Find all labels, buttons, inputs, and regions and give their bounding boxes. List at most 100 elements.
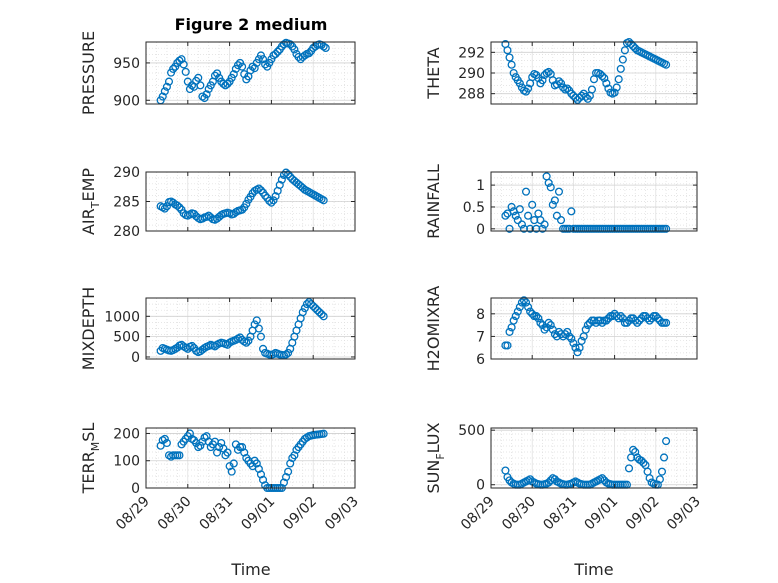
data-point (511, 312, 520, 321)
data-point (517, 220, 526, 229)
axes-box (490, 171, 698, 232)
data-point (600, 74, 609, 83)
data-point (583, 321, 592, 330)
y-tick-label: 500 (458, 423, 485, 439)
data-point (507, 60, 516, 69)
data-point (190, 209, 199, 218)
data-point (659, 453, 669, 462)
data-point (563, 84, 572, 93)
data-point (277, 175, 286, 184)
data-point (538, 224, 547, 233)
data-point (196, 81, 205, 90)
data-point (604, 314, 613, 323)
subplot-rainfall: 0 0.5 1 RAINFALL (424, 164, 698, 239)
data-point (169, 64, 178, 73)
data-point (561, 330, 570, 339)
data-point (175, 451, 184, 460)
data-point (281, 168, 291, 177)
data-point (645, 316, 654, 325)
data-point (624, 464, 634, 473)
y-axis-label: SUNFLUX (424, 422, 447, 493)
axes-box (145, 427, 356, 489)
y-tick-label: 0 (476, 222, 485, 238)
data-point (662, 437, 671, 446)
data-point (513, 307, 522, 316)
data-point (300, 51, 309, 60)
x-axis-label-right: Time (573, 560, 613, 579)
data-point (304, 49, 314, 58)
data-point (240, 70, 249, 79)
data-point (540, 325, 549, 334)
data-point (307, 300, 316, 309)
data-point (196, 441, 205, 450)
data-point (627, 40, 636, 49)
data-point (544, 318, 553, 327)
data-point (254, 324, 263, 333)
data-point (662, 318, 671, 327)
data-point (573, 95, 582, 104)
data-point (213, 69, 222, 78)
data-point (577, 91, 586, 100)
data-point (546, 321, 555, 330)
data-point (261, 60, 270, 69)
data-point (267, 198, 276, 207)
data-point (271, 49, 280, 59)
data-point (569, 339, 578, 348)
figure-title: Figure 2 medium (175, 15, 328, 34)
data-point (160, 204, 169, 213)
y-tick-label: 0 (131, 350, 140, 366)
data-point (622, 318, 632, 327)
data-point (653, 314, 662, 323)
y-tick-label: 100 (113, 454, 140, 470)
y-tick-label: 950 (113, 56, 140, 72)
data-point (509, 316, 518, 325)
data-point (602, 79, 611, 88)
subplot-air: 280 285 290 AIRTEMP (79, 165, 356, 240)
data-point (175, 203, 184, 212)
data-point (503, 341, 512, 350)
y-axis-label: H2OMIXRA (424, 286, 443, 372)
y-axis-label: MIXDEPTH (79, 287, 98, 370)
y-tick-label: 292 (458, 45, 485, 61)
data-point (281, 350, 291, 359)
data-point (313, 306, 322, 315)
data-point (631, 447, 640, 457)
data-point (319, 429, 328, 438)
subplot-h2omixra: 6 7 8 H2OMIXRA (424, 286, 698, 372)
data-point (311, 304, 320, 313)
data-point (223, 79, 232, 88)
data-point (256, 186, 266, 195)
data-point (629, 445, 638, 454)
y-tick-label: 288 (458, 87, 485, 103)
data-point (524, 84, 533, 93)
data-point (614, 75, 623, 84)
data-point (505, 327, 514, 336)
data-point (655, 475, 664, 484)
data-point (556, 216, 566, 225)
data-point (544, 67, 553, 77)
data-point (242, 199, 251, 208)
axes-box (145, 297, 356, 360)
data-point (610, 88, 619, 97)
data-point (242, 338, 251, 347)
data-point (238, 62, 247, 71)
data-point (198, 92, 207, 101)
data-point (536, 216, 545, 225)
data-point (616, 312, 625, 321)
data-point (635, 316, 644, 325)
data-point (160, 87, 169, 96)
data-point (602, 316, 611, 325)
y-axis-label: PRESSURE (79, 31, 98, 115)
y-tick-label: 8 (476, 307, 485, 323)
data-point (567, 207, 576, 216)
data-point (515, 302, 524, 312)
y-tick-label: 7 (476, 329, 485, 345)
data-point (160, 434, 169, 443)
data-point (662, 60, 671, 69)
data-point (587, 85, 596, 94)
data-point (181, 67, 190, 76)
data-point (657, 467, 667, 476)
y-tick-label: 280 (113, 224, 140, 240)
data-point (290, 45, 299, 54)
